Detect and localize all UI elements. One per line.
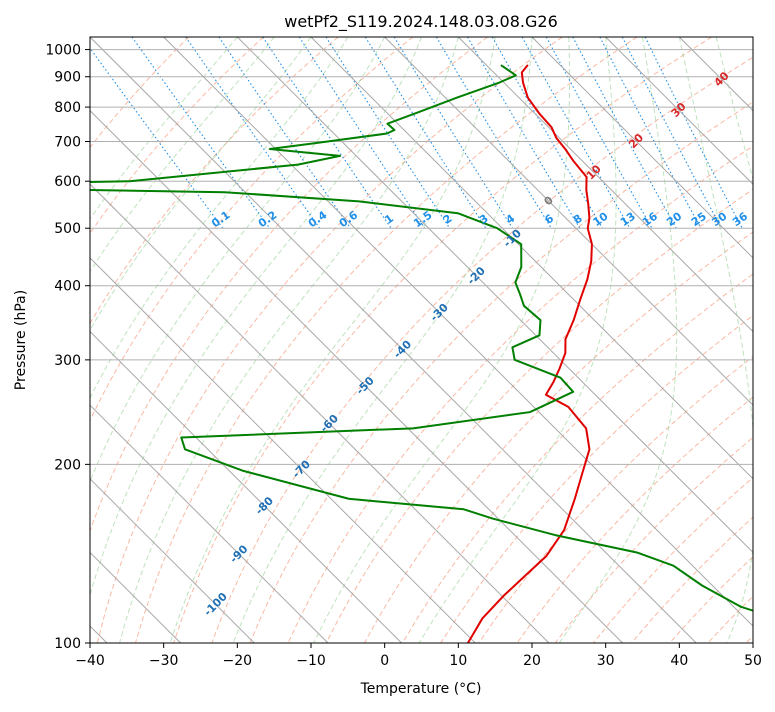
dry-adiabat [516, 396, 753, 643]
isotherm-line [531, 37, 753, 259]
dry-adiabat [249, 101, 753, 643]
mixing-ratio-line [364, 37, 487, 229]
mixing-ratio-line [90, 47, 224, 229]
y-tick-label: 600 [54, 174, 81, 190]
moist-adiabat [313, 37, 571, 643]
dry-adiabat [440, 314, 753, 643]
moist-adiabat [119, 37, 459, 643]
isotherm-line [90, 404, 329, 643]
mixing-ratio-line [521, 37, 631, 229]
x-tick-label: 10 [449, 653, 467, 669]
dry-adiabat [325, 188, 753, 643]
dry-adiabat [90, 37, 488, 533]
y-tick-label: 200 [54, 457, 81, 473]
moist-adiabat [418, 37, 617, 643]
moist-adiabat [678, 37, 753, 643]
y-tick-label: 500 [54, 221, 81, 237]
isotherm-line [163, 37, 753, 627]
mixing-ratio-line [185, 37, 321, 229]
chart-title: wetPf2_S119.2024.148.03.08.G26 [284, 12, 558, 32]
x-tick-label: −10 [296, 653, 326, 669]
x-tick-label: 30 [597, 653, 615, 669]
moist-adiabat [90, 37, 238, 220]
y-tick-label: 900 [54, 70, 81, 86]
isotherm-line [236, 37, 753, 554]
moist-adiabat [90, 37, 275, 273]
y-tick-label: 700 [54, 134, 81, 150]
x-axis-label: Temperature (°C) [360, 681, 482, 697]
x-tick-label: 20 [523, 653, 541, 669]
isotherm-line [90, 478, 255, 643]
mixing-ratio-line [218, 37, 351, 229]
mixing-ratio-line [298, 37, 426, 229]
dry-adiabat [173, 37, 712, 643]
y-tick-label: 100 [54, 636, 81, 652]
isotherm-line [90, 37, 697, 643]
isotherm-line [90, 109, 623, 643]
moist-adiabat [715, 37, 753, 182]
y-tick-label: 800 [54, 100, 81, 116]
y-tick-label: 1000 [45, 43, 81, 59]
dewpoint-profile-line [90, 64, 753, 612]
x-tick-label: 40 [670, 653, 688, 669]
plot-frame [89, 36, 754, 644]
isotherm-line [457, 37, 753, 333]
isotherm-line [90, 183, 550, 643]
x-tick-label: −20 [223, 653, 253, 669]
isotherm-line [90, 330, 402, 643]
mixing-ratio-line [131, 37, 271, 229]
isotherm-line [605, 37, 753, 185]
y-axis-label: Pressure (hPa) [13, 290, 29, 390]
dry-adiabat [96, 37, 563, 643]
x-tick-label: 50 [744, 653, 762, 669]
mixing-ratio-line [599, 37, 702, 229]
dry-adiabat [90, 37, 264, 235]
dry-adiabat [211, 56, 753, 643]
mixing-ratio-line [325, 37, 451, 229]
y-tick-label: 400 [54, 279, 81, 295]
isotherm-line [90, 257, 476, 643]
x-tick-label: −40 [75, 653, 105, 669]
y-tick-label: 300 [54, 353, 81, 369]
moist-adiabat [232, 37, 533, 643]
dry-adiabat [134, 37, 638, 643]
mixing-ratio-line [435, 37, 552, 229]
mixing-ratio-line [572, 37, 677, 229]
moist-adiabat [90, 37, 386, 483]
moist-adiabat [169, 37, 496, 643]
mixing-ratio-line [262, 37, 392, 229]
mixing-ratio-line [545, 37, 653, 229]
x-tick-label: 0 [380, 653, 389, 669]
isotherm-line [310, 37, 753, 480]
temperature-profile-line [466, 64, 593, 643]
dry-adiabat [402, 273, 753, 643]
isotherm-line [384, 37, 753, 406]
dry-adiabat [90, 37, 190, 149]
x-tick-label: −30 [149, 653, 179, 669]
